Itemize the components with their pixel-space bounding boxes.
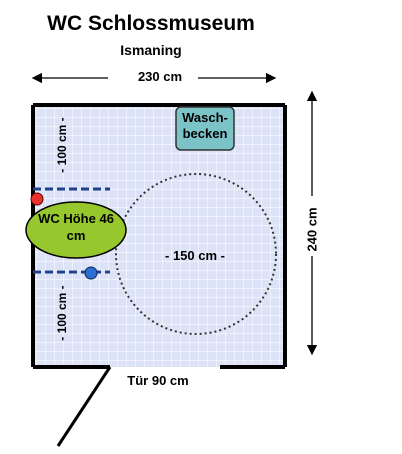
height-dimension-label: 240 cm [304, 207, 320, 252]
paper-holder-marker [84, 266, 98, 280]
sink-label: Wasch-becken [182, 110, 228, 141]
page-title: WC Schlossmuseum [47, 12, 255, 35]
turning-circle-label: - 150 cm - [165, 248, 225, 263]
sink-basin [175, 106, 235, 151]
wc-distance-bottom-label: - 100 cm - [55, 285, 69, 341]
width-dimension-label: 230 cm [137, 69, 183, 84]
flush-button-marker [30, 192, 44, 206]
wc-height-label: WC Höhe 46 cm [38, 211, 114, 243]
turning-circle [115, 173, 277, 335]
wc-bowl [25, 201, 127, 259]
wc-distance-top-label: - 100 cm - [55, 117, 69, 173]
door-leaf [56, 366, 112, 447]
door-width-label: Tür 90 cm [127, 373, 189, 388]
page-subtitle: Ismaning [120, 42, 182, 58]
